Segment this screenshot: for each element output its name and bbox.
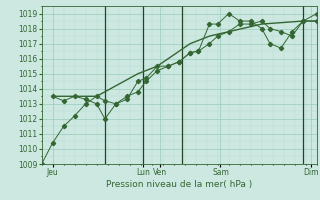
X-axis label: Pression niveau de la mer( hPa ): Pression niveau de la mer( hPa ) bbox=[106, 180, 252, 189]
